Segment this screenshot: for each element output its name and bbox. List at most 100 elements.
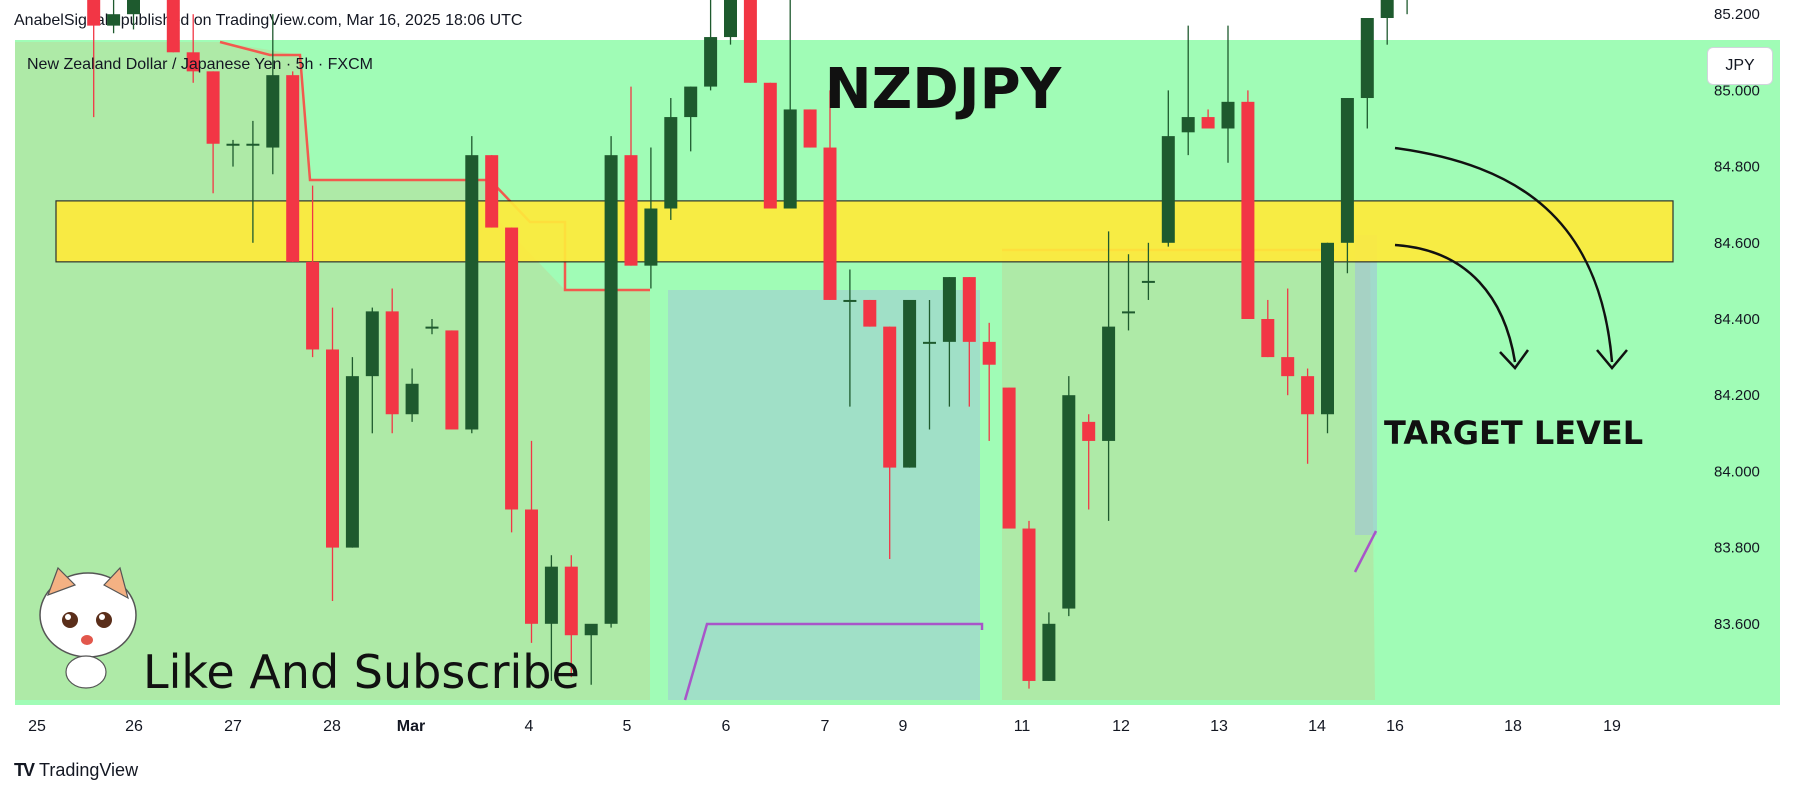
cat-ear-left [46, 566, 77, 597]
candle-body [724, 0, 737, 38]
candle [584, 623, 598, 685]
y-tick-label: 83.800 [1714, 540, 1760, 557]
cat-ear-right [103, 566, 129, 600]
candle [306, 185, 320, 358]
candle [903, 299, 917, 468]
x-tick-label: 14 [1308, 718, 1326, 735]
candle [803, 109, 817, 148]
x-tick-label: 26 [125, 718, 143, 735]
tradingview-logo-icon: TV [14, 760, 35, 780]
candle [1281, 288, 1295, 396]
candle-body [445, 330, 459, 430]
cat-mouth [81, 635, 93, 645]
candle-body [1261, 319, 1275, 358]
candle-body [1301, 376, 1315, 415]
candle-body [1360, 18, 1374, 99]
x-tick-label: 27 [224, 718, 242, 735]
candle-body [584, 623, 598, 636]
candle-body [843, 299, 857, 302]
candle-body [425, 326, 439, 329]
cat-mascot-icon [39, 566, 137, 689]
indicator-shade-tail [1355, 235, 1377, 535]
x-tick-label: 16 [1386, 718, 1404, 735]
candle [405, 368, 419, 422]
candle [1122, 254, 1135, 331]
candle-body [206, 71, 220, 144]
candle [783, 0, 797, 209]
candle [1181, 25, 1195, 156]
candle-body [326, 349, 339, 548]
candle-body [1340, 98, 1354, 243]
cat-body [65, 655, 107, 689]
candle [485, 155, 499, 228]
candle-body [107, 14, 121, 26]
candle-body [783, 109, 797, 209]
arrow-curve-2 [1394, 146, 1614, 363]
candle [326, 307, 339, 601]
candle-body [763, 82, 777, 209]
candle-body [903, 299, 917, 468]
candle [166, 0, 180, 53]
candle [1261, 299, 1275, 358]
x-tick-label: 19 [1603, 718, 1621, 735]
candle-body [1022, 528, 1036, 681]
x-tick-label: 7 [821, 718, 830, 735]
candle-body [883, 326, 897, 468]
y-tick-label: 85.000 [1714, 82, 1760, 99]
candle [1360, 18, 1374, 129]
candle-body [306, 261, 320, 350]
candle-body [127, 0, 140, 15]
candle [1221, 25, 1235, 163]
candle [87, 0, 101, 118]
candle [226, 139, 240, 167]
candle [863, 299, 877, 327]
candle [1406, 0, 1408, 15]
candle-body [465, 155, 479, 430]
candle-body [1062, 395, 1076, 609]
cat-eye-shine [65, 614, 71, 620]
candle-body [604, 155, 618, 624]
candle [704, 0, 718, 91]
cat-eye-right [96, 612, 112, 628]
indicator-shade-mid [668, 290, 980, 700]
candle-body [1181, 117, 1195, 133]
y-tick-label: 84.200 [1714, 387, 1760, 404]
candle [743, 0, 757, 83]
chart-legend: New Zealand Dollar / Japanese Yen · 5h ·… [27, 56, 373, 73]
candle [883, 326, 897, 560]
y-tick-label: 83.600 [1714, 616, 1760, 633]
candle [1062, 376, 1076, 617]
publisher-header: AnabelSignals published on TradingView.c… [14, 12, 523, 29]
brand-name: TradingView [39, 760, 139, 780]
candle [186, 14, 200, 83]
candle-body [684, 86, 698, 118]
candle [1321, 242, 1334, 434]
candle [604, 136, 618, 628]
plot-background [15, 40, 1780, 705]
cat-eye-shine [99, 614, 105, 620]
candle-body [525, 509, 538, 624]
x-tick-label: 18 [1504, 718, 1522, 735]
x-tick-label: 4 [525, 718, 534, 735]
candle-body [345, 376, 359, 548]
candle [564, 555, 578, 678]
candle [1002, 387, 1016, 529]
candle-body [803, 109, 817, 148]
candle [107, 0, 121, 34]
candle [1022, 520, 1036, 689]
candle-body [664, 117, 678, 209]
candle [724, 0, 737, 45]
candle-body [564, 566, 578, 636]
candle-body [485, 155, 499, 228]
target-zone [55, 200, 1674, 263]
indicator-shade-right [1002, 250, 1375, 700]
candle-body [923, 341, 936, 344]
currency-button[interactable]: JPY [1707, 47, 1773, 85]
candle [942, 277, 956, 407]
candle [962, 277, 976, 407]
candle-body [1122, 311, 1135, 314]
x-tick-label: 11 [1014, 718, 1031, 735]
candle-body [743, 0, 757, 83]
candle [127, 0, 140, 30]
